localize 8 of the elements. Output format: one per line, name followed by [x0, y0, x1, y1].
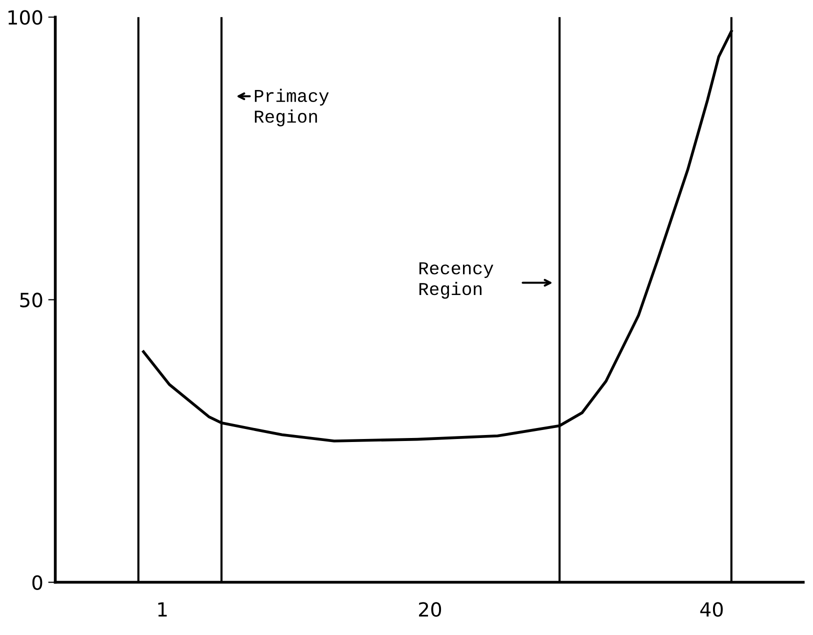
x-tick-label: 40	[700, 602, 723, 617]
x-tick-label: 20	[419, 602, 442, 617]
y-tick-label: 50	[20, 292, 42, 308]
x-tick-label: 1	[158, 602, 167, 617]
annotation: Primacy Region	[254, 88, 329, 126]
y-tick-label: 100	[8, 10, 42, 25]
annotation: Recency Region	[419, 262, 494, 299]
y-tick-label: 0	[32, 575, 42, 590]
